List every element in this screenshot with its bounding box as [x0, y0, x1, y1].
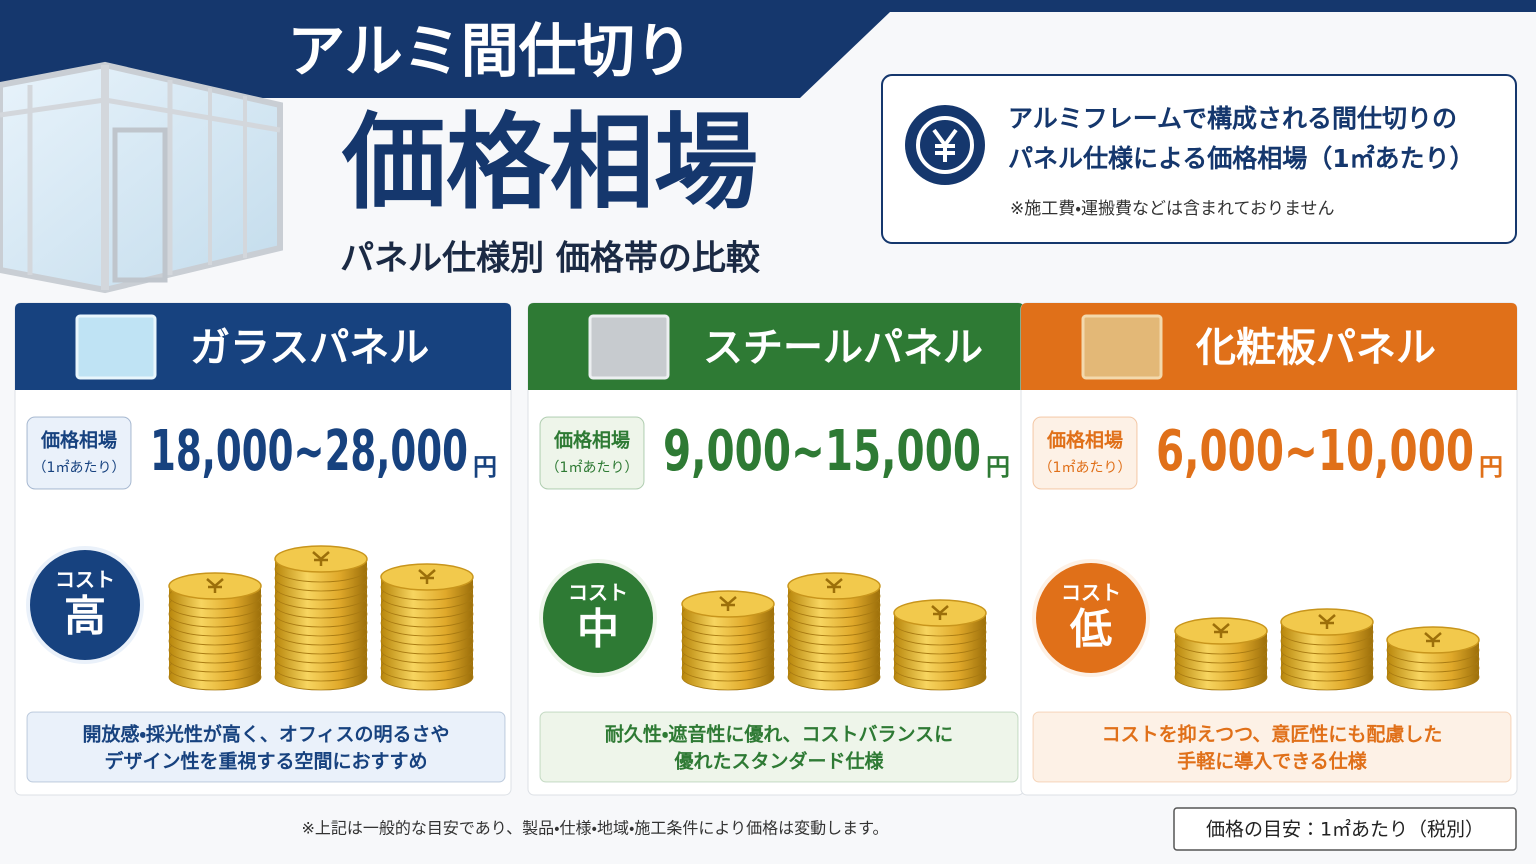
panel-icon [588, 314, 670, 380]
coin-illustration [1174, 608, 1480, 691]
coin-yen [206, 578, 224, 593]
price-yen: 円 [986, 453, 1010, 481]
price-unit: （1㎡あたり） [546, 460, 639, 476]
description: デザイン性を重視する空間におすすめ [104, 750, 427, 773]
panel-name: ガラスパネル [190, 325, 429, 371]
coin-yen [931, 605, 949, 620]
title: アルミ間仕切り [287, 17, 692, 85]
header-band [0, 0, 1536, 98]
panel-icon [75, 314, 157, 380]
footer-badge-text: 価格の目安：1㎡あたり（税別） [1206, 818, 1484, 841]
footer-note: ※上記は一般的な目安であり、製品・仕様・地域・施工条件により価格は変動します。 [301, 819, 888, 838]
price-label: 価格相場 [40, 429, 117, 452]
main-title: 価格相場 [341, 101, 758, 223]
cost-badge [26, 546, 144, 664]
cost-level: 中 [577, 605, 619, 654]
info-line: アルミフレームで構成される間仕切りの [1008, 104, 1457, 133]
coin-yen [1318, 614, 1336, 629]
panel-name: 化粧板パネル [1195, 325, 1436, 371]
coin-yen [825, 578, 843, 593]
info-line: パネル仕様による価格相場（1㎡あたり） [1008, 144, 1475, 173]
coin-yen [312, 551, 330, 566]
coin-yen [1212, 623, 1230, 638]
description: 優れたスタンダード仕様 [673, 750, 884, 773]
coin-illustration [681, 572, 987, 691]
price-label-box [26, 416, 132, 490]
price-yen: 円 [1479, 453, 1503, 481]
description-box [26, 711, 506, 783]
description: 開放感・採光性が高く、オフィスの明るさや [82, 723, 449, 746]
cost-level: 低 [1069, 605, 1112, 654]
coin-yen [1424, 632, 1442, 647]
subtitle: パネル仕様別 価格帯の比較 [340, 239, 761, 279]
cost-label: コスト [568, 581, 628, 605]
cost-label: コスト [1061, 581, 1121, 605]
cost-badge [539, 559, 657, 677]
description-box [539, 711, 1019, 783]
panel-icon [1081, 314, 1163, 380]
price-label-box [1032, 416, 1138, 490]
price: 6,000~10,000 [1156, 419, 1474, 484]
price-label: 価格相場 [553, 429, 630, 452]
description: 手軽に導入できる仕様 [1177, 750, 1368, 773]
price-label: 価格相場 [1046, 429, 1123, 452]
cost-badge [1032, 559, 1150, 677]
cost-label: コスト [55, 568, 115, 592]
price-label-box [539, 416, 645, 490]
info-box [881, 74, 1517, 244]
description: 耐久性・遮音性に優れ、コストバランスに [605, 723, 953, 746]
description: コストを抑えつつ、意匠性にも配慮した [1102, 723, 1443, 746]
description-box [1032, 711, 1512, 783]
price-unit: （1㎡あたり） [1039, 460, 1132, 476]
footer-badge [1173, 807, 1517, 851]
coin-illustration [168, 545, 474, 691]
building-illustration [0, 61, 283, 294]
price: 18,000~28,000 [150, 419, 468, 484]
coin-yen [418, 569, 436, 584]
cost-level: 高 [64, 592, 106, 641]
price: 9,000~15,000 [663, 419, 981, 484]
info-note: ※施工費・運搬費などは含まれておりません [1010, 199, 1335, 219]
price-yen: 円 [473, 453, 497, 481]
yen-icon [905, 105, 985, 185]
coin-yen [719, 596, 737, 611]
panel-name: スチールパネル [703, 325, 983, 371]
price-unit: （1㎡あたり） [33, 460, 126, 476]
